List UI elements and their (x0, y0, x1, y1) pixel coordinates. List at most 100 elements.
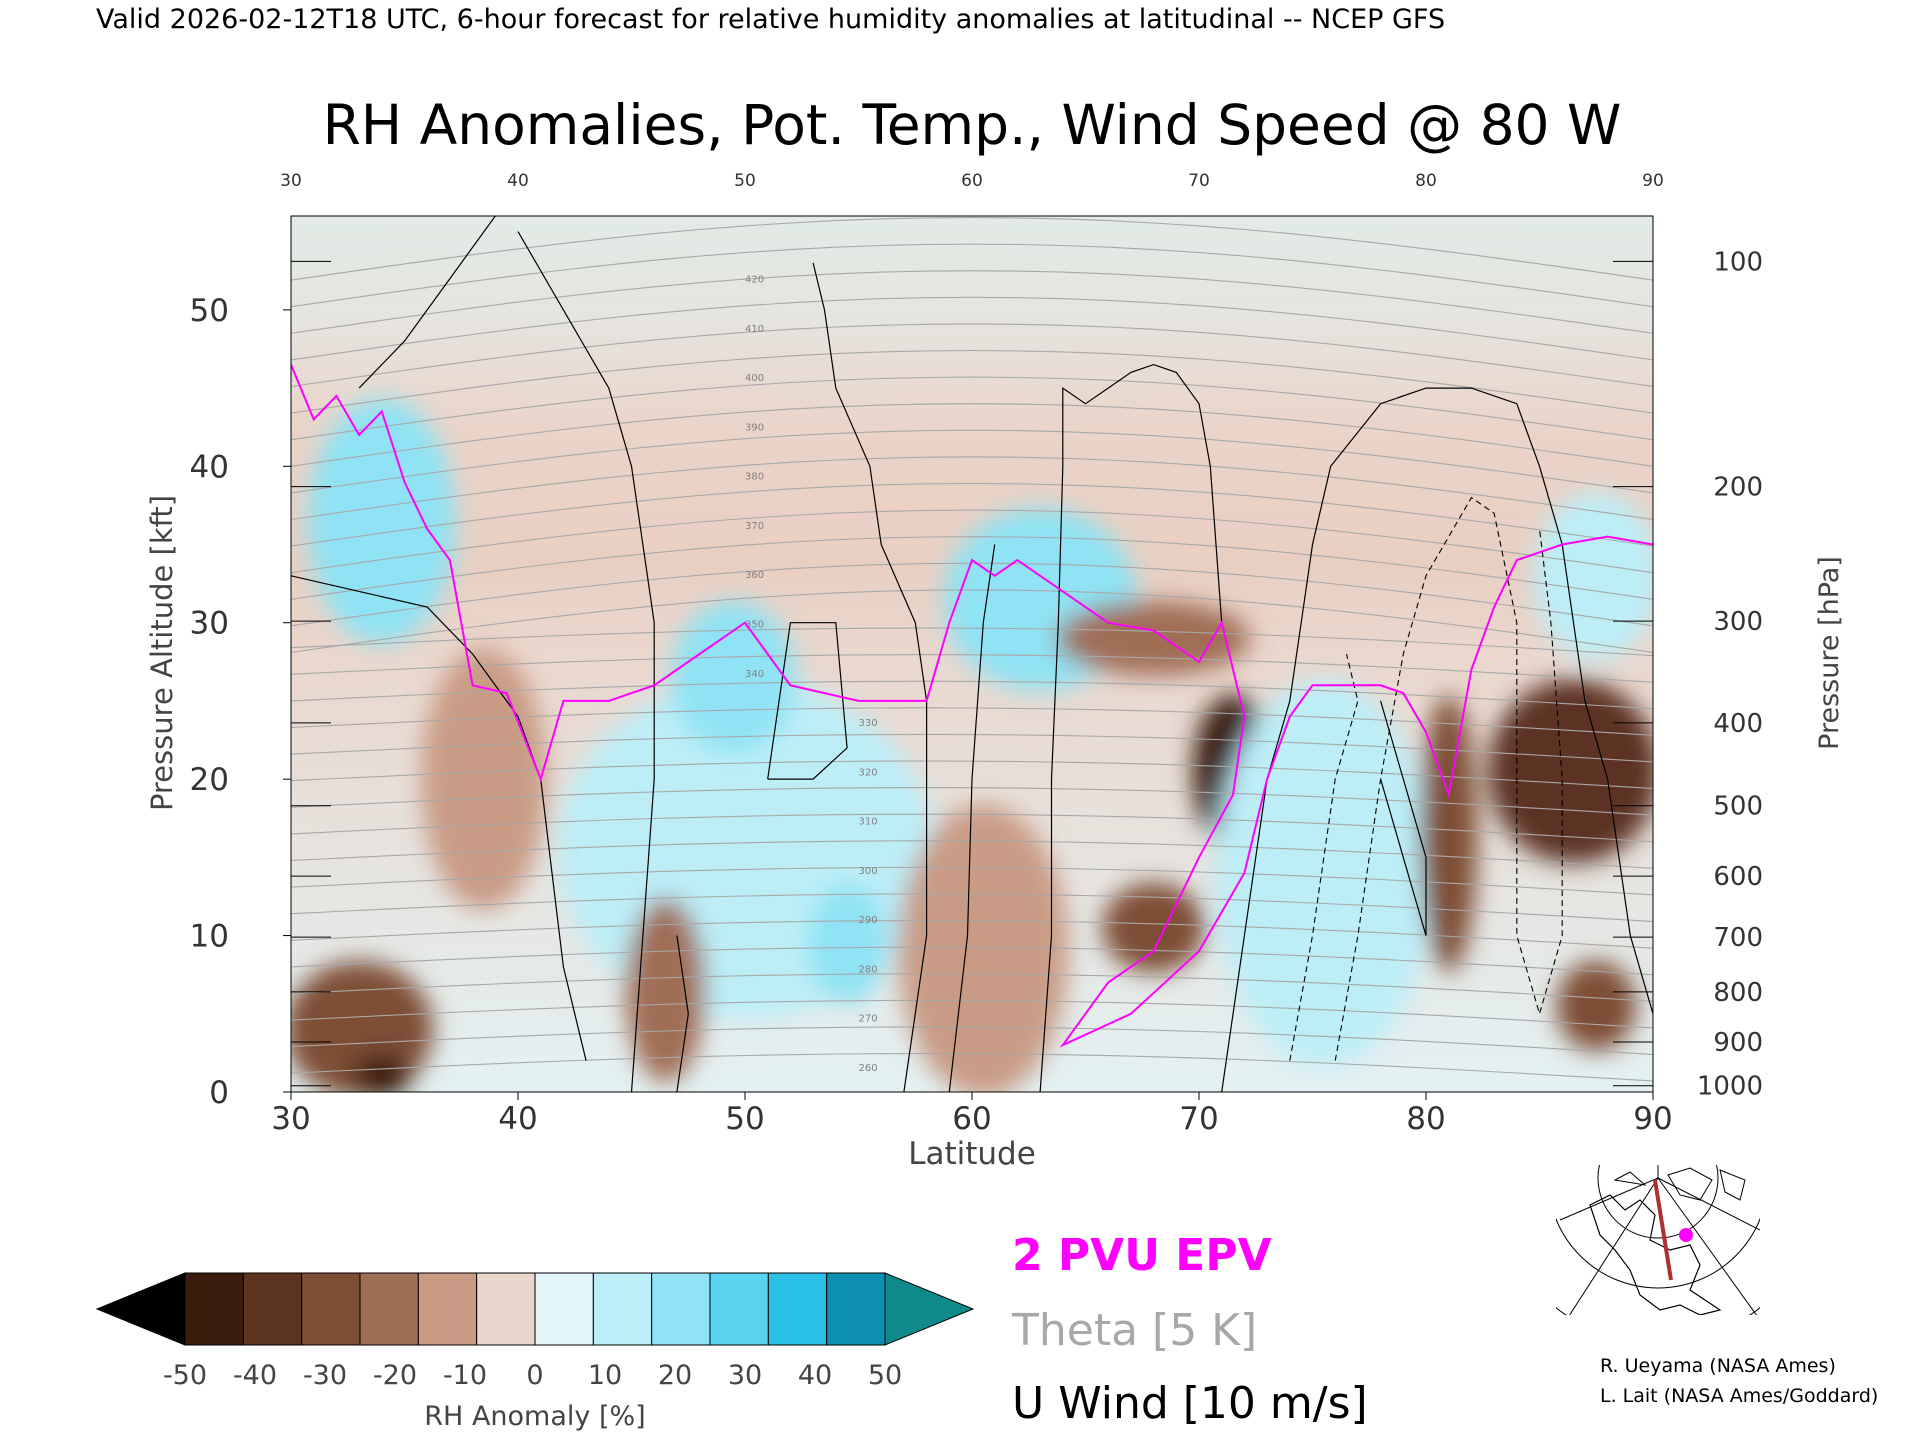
theta-contour-label: 330 (859, 718, 878, 729)
theta-contour (291, 243, 1653, 308)
pressure-tick-label: 200 (1713, 473, 1763, 503)
pressure-tick-label: 900 (1713, 1028, 1763, 1058)
x-tick-label: 40 (498, 1101, 537, 1137)
theta-contour-label: 300 (859, 866, 878, 877)
colorbar-tick-label: 30 (728, 1360, 762, 1391)
theta-contour-label: 380 (745, 472, 764, 483)
rh-anomaly-cell (1215, 679, 1432, 1067)
y-axis-left: 0 10 20 30 40 50 (190, 293, 291, 1111)
colorbar-tick-label: -40 (233, 1360, 277, 1391)
pressure-tick-label: 300 (1713, 607, 1763, 637)
theta-contour (291, 973, 1653, 1002)
theta-contour (291, 680, 1653, 710)
x-tick-label: 70 (1179, 1101, 1218, 1137)
rh-anomaly-field (291, 397, 1653, 1092)
rh-colorbar: -50 -40 -30 -20 -10 0 10 20 30 40 50 (95, 1272, 975, 1391)
u-wind-contour (812, 262, 928, 1092)
y-axis-label: Pressure Altitude [kft] (145, 495, 179, 811)
rh-anomaly-cell (670, 601, 797, 754)
x-top-tick-label: 90 (1642, 171, 1664, 191)
theta-contour (291, 536, 1653, 600)
colorbar-box (242, 1272, 303, 1346)
theta-contour (291, 429, 1653, 494)
theta-contour (291, 589, 1653, 653)
colorbar-box (476, 1272, 536, 1346)
legend-theta: Theta [5 K] (1011, 1305, 1257, 1356)
rh-anomaly-cell (1556, 960, 1637, 1052)
rh-anomaly-cell (1420, 694, 1478, 973)
legend-u-wind: U Wind [10 m/s] (1012, 1378, 1368, 1429)
rh-anomaly-cell (1102, 882, 1205, 973)
locator-map (1556, 1165, 1760, 1315)
theta-contour-label: 280 (859, 964, 878, 975)
theta-contour (291, 654, 1653, 683)
x-axis-top: 30 40 50 60 70 80 90 (280, 171, 1664, 191)
theta-contour (291, 1026, 1653, 1056)
x-top-tick-label: 40 (507, 171, 529, 191)
rh-anomaly-cell (897, 804, 1069, 1092)
theta-contour (291, 733, 1653, 763)
theta-contour-label: 350 (745, 619, 764, 630)
u-wind-contour (767, 622, 848, 780)
theta-contour (291, 562, 1653, 627)
theta-contour (291, 946, 1653, 976)
x-top-tick-label: 60 (961, 171, 983, 191)
y-axis-right-label: Pressure [hPa] (1814, 556, 1845, 750)
colorbar-tick-label: -50 (163, 1360, 207, 1391)
x-top-tick-label: 70 (1188, 171, 1210, 191)
colorbar-box (767, 1272, 828, 1346)
theta-contour (291, 482, 1653, 547)
colorbar-tick-label: 50 (868, 1360, 902, 1391)
theta-contour (291, 270, 1653, 334)
x-axis-label: Latitude (908, 1136, 1036, 1172)
u-wind-contours (291, 216, 1653, 1092)
rh-anomaly-cell (807, 882, 888, 1005)
colorbar-box (592, 1272, 653, 1346)
theta-contour (291, 627, 1653, 657)
theta-contour-label: 390 (745, 422, 764, 433)
pressure-tick-label: 600 (1713, 862, 1763, 892)
pressure-level-ticks (291, 260, 1653, 1087)
u-wind-contour (358, 216, 496, 389)
chart-title: RH Anomalies, Pot. Temp., Wind Speed @ 8… (323, 93, 1622, 157)
theta-contour (291, 760, 1653, 790)
colorbar-tick-label: 40 (798, 1360, 832, 1391)
y-tick-label: 0 (209, 1075, 229, 1111)
valid-time-line: Valid 2026-02-12T18 UTC, 6-hour forecast… (96, 4, 1445, 35)
colorbar-box (417, 1272, 478, 1346)
theta-contour-label: 410 (745, 324, 764, 335)
x-axis-bottom: 30 40 50 60 70 80 90 (271, 1092, 1673, 1137)
u-wind-contour (291, 575, 587, 1061)
pressure-tick-label: 800 (1713, 978, 1763, 1008)
credit-line-2: L. Lait (NASA Ames/Goddard) (1600, 1385, 1878, 1407)
rh-anomaly-cell (1533, 491, 1653, 660)
colorbar-tick-label: 0 (526, 1360, 543, 1391)
u-wind-contour (1221, 387, 1653, 1092)
colorbar-min-arrow (95, 1272, 186, 1346)
colorbar-box (184, 1272, 244, 1346)
x-top-tick-label: 50 (734, 171, 756, 191)
theta-contour-label: 420 (745, 275, 764, 286)
theta-contour (291, 509, 1653, 574)
x-tick-label: 50 (725, 1101, 764, 1137)
u-wind-contour (948, 544, 996, 1092)
rh-anomaly-cell (353, 1054, 411, 1092)
pressure-tick-label: 1000 (1697, 1072, 1763, 1102)
y-tick-label: 30 (190, 606, 229, 642)
theta-contour (291, 456, 1653, 521)
colorbar-tick-label: -30 (303, 1360, 347, 1391)
theta-contour (291, 349, 1653, 414)
colorbar-tick-label: 20 (658, 1360, 692, 1391)
u-wind-contour (676, 935, 689, 1092)
x-tick-label: 80 (1406, 1101, 1445, 1137)
rh-anomaly-cell (1488, 679, 1653, 864)
x-tick-label: 90 (1633, 1101, 1672, 1137)
epv-2pvu-line (291, 364, 1653, 1048)
theta-contour-label: 260 (859, 1063, 878, 1074)
theta-contour-label: 270 (859, 1014, 878, 1025)
u-wind-contour (1039, 363, 1223, 1092)
y-axis-right: 100 200 300 400 500 600 700 800 900 1000 (1697, 247, 1763, 1101)
y-tick-label: 50 (190, 293, 229, 329)
x-tick-label: 60 (952, 1101, 991, 1137)
